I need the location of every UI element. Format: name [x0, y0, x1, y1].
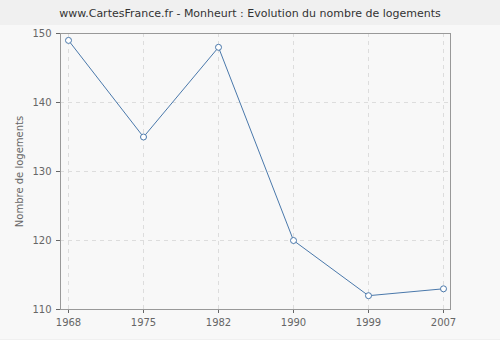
svg-text:1982: 1982 [206, 317, 231, 328]
svg-text:140: 140 [32, 97, 51, 108]
svg-text:1999: 1999 [356, 317, 381, 328]
svg-text:120: 120 [32, 235, 51, 246]
svg-text:110: 110 [32, 304, 51, 315]
svg-text:130: 130 [32, 166, 51, 177]
svg-text:1990: 1990 [281, 317, 306, 328]
svg-text:2007: 2007 [431, 317, 456, 328]
html-text:www.CartesFrance.fr - Monheurt: www.CartesFrance.fr - Monheurt : Evoluti… [59, 7, 441, 20]
svg-text:1975: 1975 [131, 317, 156, 328]
svg-text:1968: 1968 [56, 317, 81, 328]
svg-text:Nombre de logements: Nombre de logements [14, 116, 25, 227]
svg-text:150: 150 [32, 28, 51, 39]
